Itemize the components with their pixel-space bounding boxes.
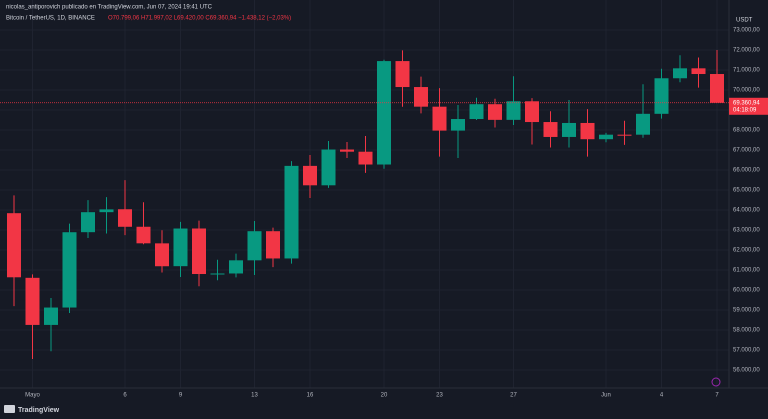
y-tick-label: 65.000,00 [733, 188, 760, 194]
candle-body [636, 113, 650, 135]
author-line: nicolas_antiporovich publicado en Tradin… [6, 5, 213, 11]
y-tick-label: 71.000,00 [733, 68, 760, 74]
candle-body [617, 134, 632, 136]
candle-body [673, 68, 687, 79]
event-icon[interactable] [711, 377, 721, 387]
x-tick-label: 16 [307, 393, 314, 399]
y-tick-label: 66.000,00 [733, 168, 760, 174]
candle-body [358, 151, 373, 165]
candle-body [469, 104, 484, 120]
candle-body [691, 68, 706, 75]
candle-body [173, 228, 188, 267]
candle-body [7, 213, 21, 278]
x-tick-label: 13 [251, 393, 258, 399]
y-tick-label: 68.000,00 [733, 128, 760, 134]
candle-body [340, 149, 354, 152]
candle-body [710, 74, 724, 103]
ohlc: O70.799,06 H71.997,02 L69.420,00 C69.360… [108, 16, 291, 22]
candle-body [44, 307, 58, 325]
candles [7, 50, 724, 359]
candle-body [136, 226, 151, 244]
x-tick-label: 20 [381, 393, 388, 399]
candle-body [266, 231, 280, 259]
candle-body [580, 122, 595, 140]
candle-body [414, 87, 428, 107]
x-tick-label: 4 [660, 393, 664, 399]
last-price-label: 69.360,94 [733, 100, 760, 106]
y-tick-label: 58.000,00 [733, 328, 760, 334]
y-tick-label: 60.000,00 [733, 288, 760, 294]
y-tick-label: 70.000,00 [733, 88, 760, 94]
candle-body [395, 61, 410, 88]
candle-body [284, 165, 299, 259]
candle-body [192, 228, 206, 275]
x-tick-label: 7 [715, 393, 719, 399]
candle-body [62, 232, 77, 308]
y-tick-label: 56.000,00 [733, 368, 760, 374]
candle-body [99, 209, 114, 213]
candle-body [210, 273, 225, 275]
brand-logo [4, 405, 15, 413]
candle-body [321, 149, 336, 186]
x-tick-label: Mayo [25, 393, 40, 399]
candle-body [488, 104, 502, 120]
candle-body [229, 260, 243, 274]
last-price-tag [729, 97, 768, 115]
candle-body [247, 231, 262, 261]
y-tick-label: 72.000,00 [733, 48, 760, 54]
candle-body [525, 101, 539, 123]
candle-body [377, 61, 391, 165]
countdown: 04:18:09 [733, 107, 757, 113]
y-tick-label: 67.000,00 [733, 148, 760, 154]
x-tick-label: 23 [436, 393, 443, 399]
x-tick-label: Jun [601, 393, 611, 399]
candle-body [81, 212, 95, 233]
y-tick-label: 57.000,00 [733, 348, 760, 354]
y-tick-label: 73.000,00 [733, 28, 760, 34]
symbol: Bitcoin / TetherUS, 1D, BINANCE [6, 16, 95, 22]
candle-body [432, 106, 447, 131]
y-tick-label: 61.000,00 [733, 268, 760, 274]
candle-body [451, 119, 465, 131]
y-tick-label: 59.000,00 [733, 308, 760, 314]
x-tick-label: 27 [510, 393, 517, 399]
candle-body [118, 209, 132, 227]
candle-body [506, 101, 521, 120]
candle-body [155, 243, 169, 267]
x-tick-label: 6 [123, 393, 127, 399]
candle-body [562, 122, 576, 137]
y-tick-label: 63.000,00 [733, 228, 760, 234]
candle-body [303, 165, 317, 186]
candle-body [654, 78, 669, 114]
x-tick-label: 9 [179, 393, 183, 399]
candle-body [543, 122, 558, 137]
y-tick-label: 62.000,00 [733, 248, 760, 254]
y-tick-label: 64.000,00 [733, 208, 760, 214]
candle-body [25, 277, 40, 325]
brand: TradingView [18, 407, 60, 414]
candle-body [599, 134, 613, 140]
currency: USDT [736, 18, 753, 24]
